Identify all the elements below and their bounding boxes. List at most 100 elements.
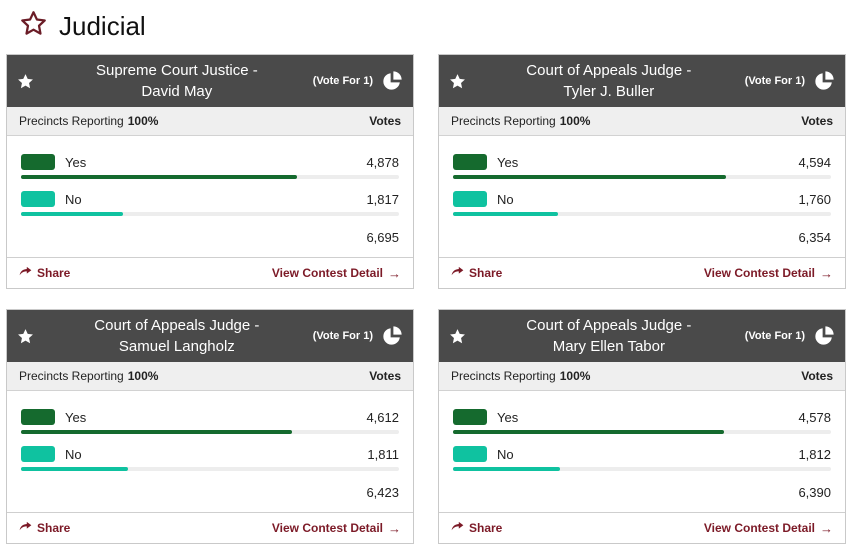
choice-color-swatch [453, 409, 487, 425]
card-footer: Share View Contest Detail → [439, 257, 845, 288]
choice-color-swatch [21, 409, 55, 425]
contest-title-line1: Court of Appeals Judge - [526, 317, 692, 334]
precincts-bar: Precincts Reporting 100% Votes [7, 362, 413, 391]
vote-bar-track [21, 175, 399, 179]
precincts-bar: Precincts Reporting 100% Votes [7, 107, 413, 136]
contest-header: Court of Appeals Judge - Mary Ellen Tabo… [439, 310, 845, 362]
precincts-value: 100% [127, 369, 159, 383]
choice-color-swatch [21, 154, 55, 170]
contest-card: Supreme Court Justice - David May (Vote … [6, 54, 414, 289]
share-icon [19, 266, 32, 280]
contest-title-line1: Court of Appeals Judge - [526, 62, 692, 79]
precincts-reporting: Precincts Reporting 100% [19, 114, 158, 128]
total-votes: 6,695 [366, 230, 399, 245]
pie-chart-icon[interactable] [813, 325, 835, 347]
choice-row: No 1,817 [21, 191, 399, 216]
choice-row: No 1,812 [453, 446, 831, 471]
share-icon [19, 521, 32, 535]
precincts-reporting: Precincts Reporting 100% [451, 369, 590, 383]
vote-count: 4,612 [366, 409, 399, 425]
choice-label: Yes [497, 409, 519, 425]
contest-title-line2: Samuel Langholz [118, 338, 235, 355]
contest-title: Court of Appeals Judge - Mary Ellen Tabo… [475, 315, 743, 357]
contest-title-line2: David May [141, 83, 213, 100]
card-footer: Share View Contest Detail → [7, 257, 413, 288]
share-button[interactable]: Share [451, 521, 502, 535]
vote-bar-fill [21, 175, 297, 179]
vote-count: 4,578 [798, 409, 831, 425]
favorites-star-icon[interactable] [20, 10, 47, 42]
vote-bar-fill [453, 430, 724, 434]
contest-title-line2: Tyler J. Buller [563, 83, 655, 100]
favorite-star-icon[interactable] [449, 328, 475, 345]
arrow-right-icon: → [388, 265, 401, 281]
share-label: Share [37, 521, 71, 535]
choice-label: No [65, 191, 82, 207]
results-body: Yes 4,594 No 1,760 6,354 [439, 136, 845, 257]
results-body: Yes 4,612 No 1,811 6,423 [7, 391, 413, 512]
arrow-right-icon: → [820, 520, 833, 536]
precincts-bar: Precincts Reporting 100% Votes [439, 362, 845, 391]
precincts-label: Precincts Reporting [451, 114, 556, 128]
choice-color-swatch [21, 191, 55, 207]
total-votes: 6,423 [366, 485, 399, 500]
precincts-bar: Precincts Reporting 100% Votes [439, 107, 845, 136]
vote-bar-track [21, 467, 399, 471]
contest-header: Court of Appeals Judge - Tyler J. Buller… [439, 55, 845, 107]
contest-card: Court of Appeals Judge - Samuel Langholz… [6, 309, 414, 544]
view-contest-detail-link[interactable]: View Contest Detail → [272, 521, 401, 535]
contest-card: Court of Appeals Judge - Mary Ellen Tabo… [438, 309, 846, 544]
pie-chart-icon[interactable] [381, 325, 403, 347]
votes-column-header: Votes [369, 114, 401, 128]
precincts-label: Precincts Reporting [19, 114, 124, 128]
vote-bar-track [21, 430, 399, 434]
vote-count: 1,760 [798, 191, 831, 207]
choice-row: Yes 4,612 [21, 409, 399, 434]
choice-label: Yes [65, 409, 87, 425]
favorite-star-icon[interactable] [449, 73, 475, 90]
view-contest-detail-label: View Contest Detail [703, 266, 815, 280]
votes-column-header: Votes [801, 114, 833, 128]
view-contest-detail-link[interactable]: View Contest Detail → [704, 521, 833, 535]
contest-title: Supreme Court Justice - David May [43, 60, 311, 102]
vote-count: 4,594 [798, 154, 831, 170]
precincts-value: 100% [559, 114, 591, 128]
choice-label: Yes [497, 154, 519, 170]
vote-for-label: (Vote For 1) [312, 330, 373, 342]
share-button[interactable]: Share [451, 266, 502, 280]
share-label: Share [37, 266, 71, 280]
choice-row: No 1,760 [453, 191, 831, 216]
precincts-label: Precincts Reporting [451, 369, 556, 383]
page-header: Judicial [0, 0, 854, 54]
share-button[interactable]: Share [19, 266, 70, 280]
favorite-star-icon[interactable] [17, 73, 43, 90]
vote-for-label: (Vote For 1) [744, 330, 805, 342]
arrow-right-icon: → [820, 265, 833, 281]
precincts-label: Precincts Reporting [19, 369, 124, 383]
share-button[interactable]: Share [19, 521, 70, 535]
card-footer: Share View Contest Detail → [7, 512, 413, 543]
choice-label: Yes [65, 154, 87, 170]
view-contest-detail-link[interactable]: View Contest Detail → [704, 266, 833, 280]
contest-title-line2: Mary Ellen Tabor [552, 338, 665, 355]
vote-bar-track [453, 175, 831, 179]
vote-bar-track [453, 212, 831, 216]
vote-bar-fill [21, 467, 128, 471]
vote-for-label: (Vote For 1) [744, 75, 805, 87]
pie-chart-icon[interactable] [381, 70, 403, 92]
vote-bar-fill [453, 175, 727, 179]
contest-title-line1: Supreme Court Justice - [95, 62, 258, 79]
favorite-star-icon[interactable] [17, 328, 43, 345]
vote-count: 1,812 [798, 446, 831, 462]
card-footer: Share View Contest Detail → [439, 512, 845, 543]
view-contest-detail-link[interactable]: View Contest Detail → [272, 266, 401, 280]
pie-chart-icon[interactable] [813, 70, 835, 92]
precincts-value: 100% [127, 114, 159, 128]
votes-column-header: Votes [801, 369, 833, 383]
share-icon [451, 521, 464, 535]
choice-label: No [497, 191, 514, 207]
vote-bar-fill [453, 467, 561, 471]
choice-label: No [65, 446, 82, 462]
choice-label: No [497, 446, 514, 462]
share-label: Share [469, 266, 503, 280]
